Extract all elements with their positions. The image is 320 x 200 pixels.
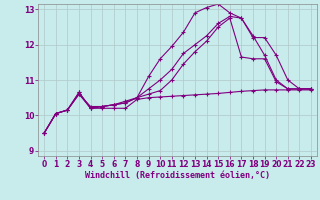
X-axis label: Windchill (Refroidissement éolien,°C): Windchill (Refroidissement éolien,°C) <box>85 171 270 180</box>
